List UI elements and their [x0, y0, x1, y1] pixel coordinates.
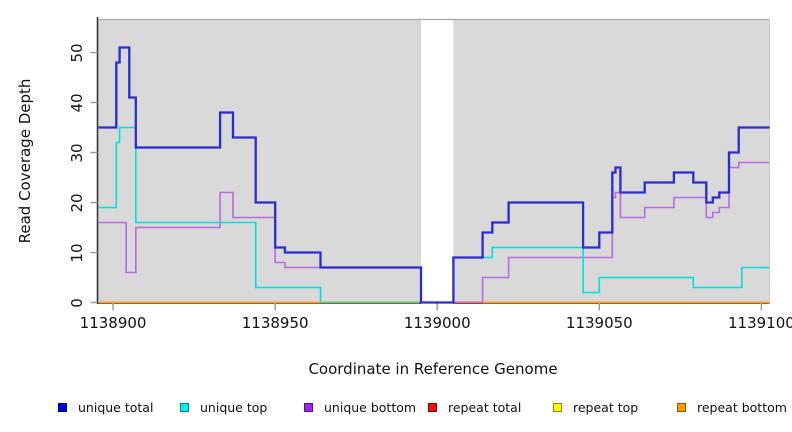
y-axis-title: Read Coverage Depth [16, 78, 34, 244]
series-unique-total-line [98, 46, 770, 304]
y-tick-label: 50 [68, 42, 86, 63]
legend-item-unique-total: unique total [58, 399, 154, 415]
masked-gap-region [421, 16, 454, 306]
legend-item-unique-bottom: unique bottom [304, 399, 417, 415]
y-tick-label: 0 [68, 297, 86, 308]
y-tick-label: 10 [68, 242, 86, 263]
plot-area [90, 16, 770, 311]
legend-label: repeat total [448, 399, 522, 415]
legend-item-repeat-total: repeat total [428, 399, 522, 415]
x-tick-label: 1139100 [727, 314, 792, 332]
x-axis-title: Coordinate in Reference Genome [308, 360, 558, 378]
y-tick-label: 20 [68, 192, 86, 213]
legend-swatch-icon [677, 402, 686, 412]
legend-label: repeat top [573, 399, 639, 415]
legend-swatch-icon [428, 402, 437, 412]
legend-label: unique total [78, 399, 154, 415]
y-tick-label: 40 [68, 92, 86, 113]
y-tick-label: 30 [68, 142, 86, 163]
legend-item-repeat-top: repeat top [553, 399, 639, 415]
x-tick-label: 1138950 [241, 314, 309, 332]
x-tick-label: 1139000 [403, 314, 471, 332]
legend-swatch-icon [553, 402, 562, 412]
x-tick-label: 1139050 [565, 314, 633, 332]
legend-item-unique-top: unique top [180, 399, 268, 415]
legend-label: unique bottom [324, 399, 417, 415]
legend-label: unique top [200, 399, 268, 415]
legend-item-repeat-bottom: repeat bottom [677, 399, 787, 415]
legend-label: repeat bottom [697, 399, 787, 415]
legend-swatch-icon [304, 402, 313, 412]
legend-swatch-icon [180, 402, 189, 412]
legend-swatch-icon [58, 402, 67, 412]
x-tick-label: 1138900 [79, 314, 147, 332]
